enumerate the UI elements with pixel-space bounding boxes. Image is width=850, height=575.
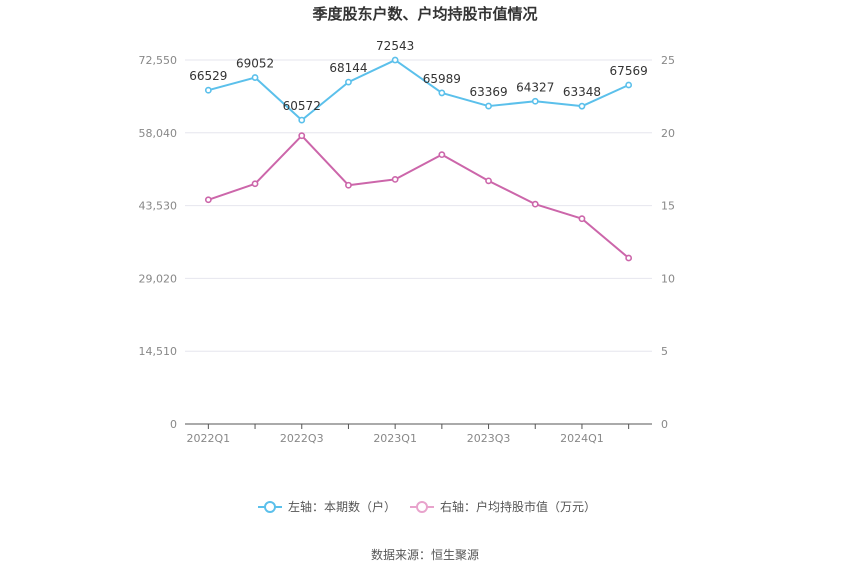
data-point [345, 78, 352, 86]
left-tick-label: 72,550 [139, 54, 178, 67]
x-tick-label: 2023Q3 [467, 432, 511, 445]
data-point [204, 196, 212, 204]
legend-item-1[interactable]: 左轴：本期数（户） [258, 499, 396, 514]
left-tick-label: 29,020 [139, 272, 178, 285]
series-line-1 [208, 59, 630, 122]
legend-marker [416, 501, 428, 513]
data-label: 60572 [283, 99, 321, 113]
right-tick-label: 10 [661, 272, 675, 285]
data-label: 65989 [423, 72, 461, 86]
source-note: 数据来源：恒生聚源 [371, 547, 479, 562]
data-point [485, 102, 492, 110]
data-point [251, 180, 259, 188]
legend-label: 左轴：本期数（户） [288, 499, 396, 514]
left-tick-label: 14,510 [139, 345, 178, 358]
x-axis: 2022Q1 2022Q3 2023Q1 2023Q3 2024Q1 [185, 423, 652, 445]
left-tick-label: 43,530 [139, 200, 178, 213]
grid [185, 59, 652, 352]
x-tick-label: 2022Q3 [280, 432, 324, 445]
right-tick-label: 20 [661, 127, 675, 140]
left-tick-label: 0 [170, 418, 177, 431]
data-point [625, 81, 633, 89]
data-point [391, 175, 399, 183]
right-axis-ticks: 0 5 10 15 20 25 [661, 54, 675, 431]
left-axis-ticks: 0 14,510 29,020 43,530 58,040 72,550 [139, 54, 178, 431]
data-label: 68144 [329, 61, 367, 75]
data-point [298, 132, 306, 140]
chart-title: 季度股东户数、户均持股市值情况 [312, 5, 537, 23]
data-label: 63369 [469, 85, 507, 99]
data-label: 66529 [189, 69, 227, 83]
data-point [391, 56, 399, 64]
x-tick-label: 2023Q1 [373, 432, 417, 445]
legend-label: 右轴：户均持股市值（万元） [440, 499, 596, 514]
right-tick-label: 25 [661, 54, 675, 67]
right-tick-label: 0 [661, 418, 668, 431]
data-point [625, 254, 633, 262]
legend-item-2[interactable]: 右轴：户均持股市值（万元） [410, 499, 596, 514]
data-label: 67569 [610, 64, 648, 78]
data-point [578, 102, 586, 110]
x-tick-label: 2024Q1 [560, 432, 604, 445]
left-tick-label: 58,040 [139, 127, 178, 140]
data-point [438, 151, 446, 159]
data-label: 64327 [516, 80, 554, 94]
x-tick-label: 2022Q1 [187, 432, 231, 445]
data-point [485, 177, 492, 185]
data-point [204, 86, 212, 94]
series-line-2 [208, 134, 630, 259]
series-layer: 66529 69052 60572 68144 72543 65989 63369 64327… [189, 39, 648, 262]
right-tick-label: 5 [661, 345, 668, 358]
data-point [531, 200, 539, 208]
data-label: 63348 [563, 85, 601, 99]
legend-marker [264, 501, 276, 513]
data-point [531, 97, 539, 105]
data-point [298, 116, 306, 124]
legend[interactable]: 左轴：本期数（户） 右轴：户均持股市值（万元） [258, 499, 596, 514]
data-point [251, 74, 259, 81]
data-point [578, 215, 586, 223]
data-label: 72543 [376, 39, 414, 53]
data-label: 69052 [236, 57, 274, 71]
right-tick-label: 15 [661, 200, 675, 213]
data-point [345, 181, 352, 189]
data-point [438, 89, 446, 97]
